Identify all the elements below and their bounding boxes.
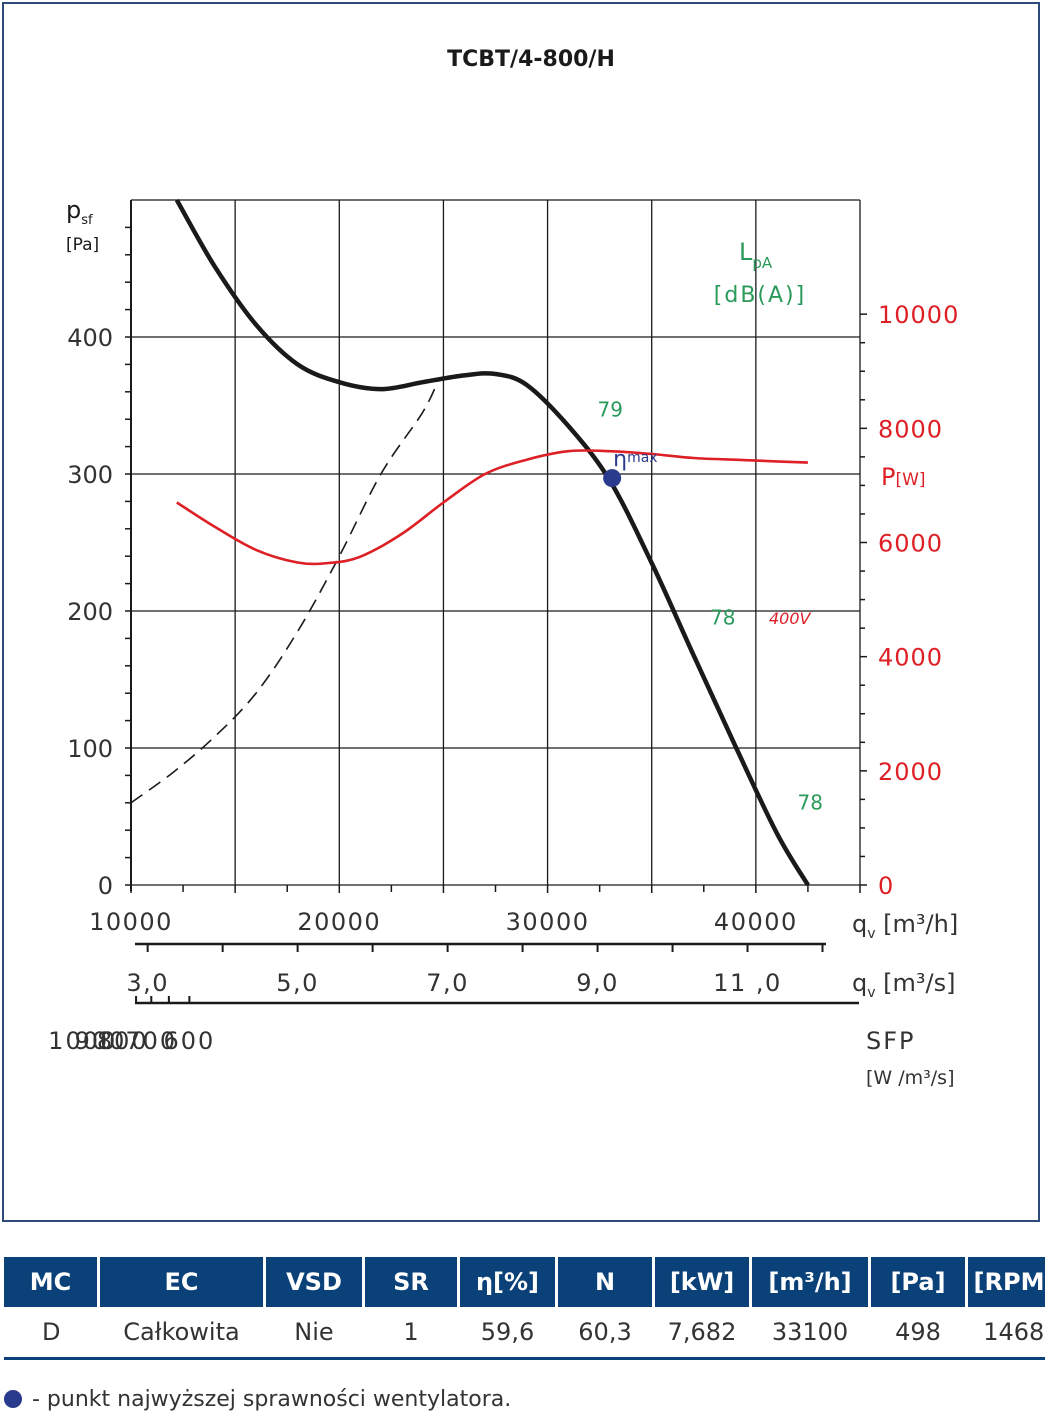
table-cell: Nie bbox=[264, 1307, 364, 1360]
table-header-cell: η[%] bbox=[458, 1257, 558, 1307]
chart-title: TCBT/4-800/H bbox=[447, 47, 615, 72]
power-tick-label: 4000 bbox=[878, 644, 943, 672]
x-axis-label-m3h: qv [m³/h] bbox=[852, 910, 958, 942]
x-tick-label-sfp: 600 bbox=[163, 1027, 215, 1055]
table-header-cell: [kW] bbox=[653, 1257, 752, 1307]
power-tick-label: 2000 bbox=[878, 758, 943, 786]
table-cell: D bbox=[4, 1307, 99, 1360]
table-cell: 7,682 bbox=[653, 1307, 751, 1360]
table-header-cell: MC bbox=[4, 1257, 100, 1307]
x-axis-label-sfp: SFP bbox=[866, 1027, 916, 1055]
power-axis-label: P[W] bbox=[881, 463, 926, 491]
legend: - punkt najwyższej sprawności wentylator… bbox=[4, 1384, 511, 1414]
grid bbox=[125, 199, 867, 1005]
eta-max-dot-icon bbox=[4, 1390, 22, 1408]
table-row: D Całkowita Nie 1 59,6 60,3 7,682 33100 498 1468 bbox=[4, 1307, 1045, 1360]
x-tick-label-sfp: 1000 bbox=[48, 1027, 117, 1055]
noise-axis-label: LpA bbox=[739, 238, 773, 272]
table-cell: 1 bbox=[363, 1307, 459, 1360]
table-cell: 59,6 bbox=[458, 1307, 557, 1360]
x-tick-label-m3s: 9,0 bbox=[576, 969, 619, 997]
power-tick-label: 6000 bbox=[878, 530, 943, 558]
x-tick-label-m3h: 30000 bbox=[506, 908, 590, 936]
table-cell: 498 bbox=[869, 1307, 967, 1360]
table-header-cell: [m³/h] bbox=[750, 1257, 871, 1307]
x-tick-label-m3h: 20000 bbox=[297, 908, 381, 936]
table-header-cell: VSD bbox=[264, 1257, 365, 1307]
x-tick-label-m3h: 10000 bbox=[89, 908, 173, 936]
chart-texts: TCBT/4-800/H 0 100 200 300 400 psf [Pa] 0 2000 400… bbox=[48, 47, 959, 1089]
x-tick-label-sfp: 700 bbox=[125, 1027, 177, 1055]
power-tick-label: 10000 bbox=[878, 301, 959, 329]
x-tick-label-m3s: 5,0 bbox=[276, 969, 319, 997]
table-cell: Całkowita bbox=[98, 1307, 265, 1360]
y-axis-unit: [Pa] bbox=[66, 235, 99, 255]
x-tick-label-m3s: 3,0 bbox=[126, 969, 169, 997]
noise-level-label: 79 bbox=[598, 397, 623, 421]
x-tick-label-sfp: 900 bbox=[75, 1027, 127, 1055]
y-axis-label: psf bbox=[66, 196, 93, 228]
x-tick-label-m3s: 7,0 bbox=[426, 969, 469, 997]
power-tick-label: 0 bbox=[878, 872, 894, 900]
power-tick-label: 8000 bbox=[878, 415, 943, 443]
table-header-cell: EC bbox=[98, 1257, 266, 1307]
y-tick-label: 100 bbox=[67, 735, 113, 763]
x-axis-label-m3s: qv [m³/s] bbox=[852, 969, 955, 1001]
table-cell: 33100 bbox=[750, 1307, 870, 1360]
eta-max-label: ηmax bbox=[613, 447, 657, 472]
table-header-cell: [RPM] bbox=[966, 1257, 1045, 1307]
noise-level-label: 78 bbox=[798, 791, 823, 815]
y-tick-label: 400 bbox=[67, 324, 113, 352]
series-line-system bbox=[130, 377, 441, 804]
table-header-cell: SR bbox=[363, 1257, 460, 1307]
x-tick-label-m3h: 40000 bbox=[714, 908, 798, 936]
series-line-power bbox=[176, 449, 808, 566]
y-tick-label: 300 bbox=[67, 461, 113, 489]
voltage-label: 400V bbox=[769, 609, 812, 628]
chart-frame: TCBT/4-800/H 0 100 200 300 400 psf [Pa] 0 2000 400… bbox=[2, 2, 1040, 1222]
fan-performance-chart: TCBT/4-800/H 0 100 200 300 400 psf [Pa] 0 2000 400… bbox=[48, 47, 959, 1089]
x-axis-unit-sfp: [W /m³/s] bbox=[866, 1067, 954, 1089]
table-header-cell: [Pa] bbox=[869, 1257, 968, 1307]
y-tick-label: 200 bbox=[67, 598, 113, 626]
y-tick-label: 0 bbox=[98, 872, 113, 900]
x-tick-label-sfp: 800 bbox=[97, 1027, 149, 1055]
table-cell: 60,3 bbox=[556, 1307, 654, 1360]
table-cell: 1468 bbox=[966, 1307, 1045, 1360]
x-tick-label-m3s: 11 ,0 bbox=[713, 969, 782, 997]
chart-marks bbox=[130, 198, 810, 887]
noise-level-label: 78 bbox=[710, 606, 735, 630]
series-line-pressure bbox=[174, 198, 810, 887]
eta-max-point bbox=[603, 469, 622, 488]
legend-text: - punkt najwyższej sprawności wentylator… bbox=[32, 1386, 512, 1412]
noise-axis-unit: [dB(A)] bbox=[714, 283, 806, 308]
table-header-cell: N bbox=[556, 1257, 655, 1307]
